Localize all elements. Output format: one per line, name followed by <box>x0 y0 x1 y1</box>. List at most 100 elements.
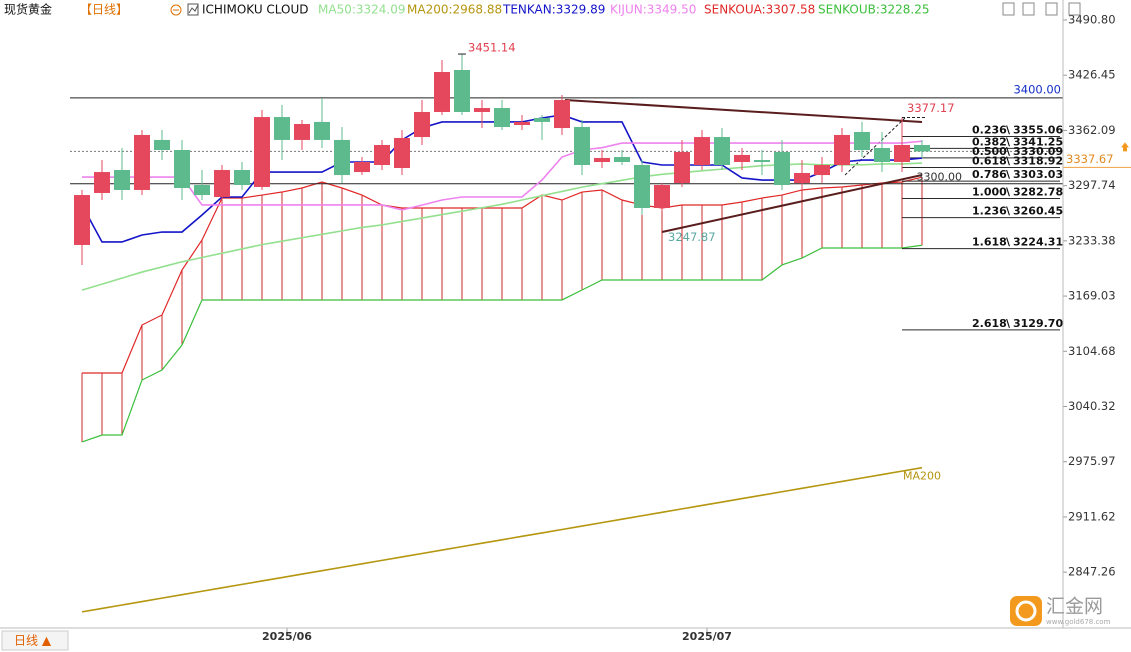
candle-body <box>134 134 150 190</box>
x-tick-label: 2025/07 <box>682 630 732 643</box>
candle-body <box>674 151 690 184</box>
y-tick-label: 3104.68 <box>1068 344 1116 358</box>
fib-level: 3224.31 <box>1013 236 1063 249</box>
y-tick-label: 3426.45 <box>1068 68 1116 82</box>
fib-separator: \ <box>1006 317 1011 330</box>
candle-body <box>594 157 610 163</box>
candle-body <box>774 151 790 185</box>
candle-body <box>234 169 250 185</box>
candle-body <box>554 99 570 129</box>
legend-entry: SENKOUA:3307.58 <box>704 3 815 17</box>
legend: MA50:3324.09 MA200:2968.88 TENKAN:3329.89 K… <box>318 3 930 17</box>
trend-line <box>661 174 923 233</box>
collapse-icon[interactable] <box>170 4 182 16</box>
candle-body <box>354 162 370 173</box>
y-tick-label: 2975.97 <box>1068 454 1116 468</box>
trend-line <box>564 99 923 123</box>
y-tick-label: 2847.26 <box>1068 565 1116 579</box>
period-label[interactable]: 【日线】 <box>80 3 128 17</box>
resistance-label: 3400.00 <box>1013 82 1061 96</box>
candle-body <box>754 160 770 163</box>
y-tick-label: 2911.62 <box>1068 509 1116 523</box>
candle-body <box>894 145 910 163</box>
legend-entry: KIJUN:3349.50 <box>610 3 696 17</box>
fib-level: 3341.25 <box>1013 135 1063 148</box>
current-price-arrow <box>1121 142 1129 152</box>
fib-separator: \ <box>1006 185 1011 198</box>
toolbar-button[interactable] <box>1068 2 1081 16</box>
candle-body <box>374 145 390 166</box>
candle-body <box>514 121 530 126</box>
y-tick-label: 3040.32 <box>1068 399 1116 413</box>
candle-body <box>454 70 470 112</box>
logo-url: www.gold678.com <box>1046 618 1111 626</box>
fib-level: 3303.03 <box>1013 168 1063 181</box>
candle-body <box>414 111 430 138</box>
recent-high-label: 3377.17 <box>907 101 955 115</box>
indicator-name: ICHIMOKU CLOUD <box>202 3 309 17</box>
fib-separator: \ <box>1006 205 1011 218</box>
indicator-icon <box>188 4 199 14</box>
current-price-label: 3337.67 <box>1066 152 1114 166</box>
candle-body <box>734 154 750 163</box>
candle-body <box>634 165 650 208</box>
candle-body <box>534 117 550 122</box>
candle-body <box>854 131 870 150</box>
fib-ratio: 0.236 <box>972 123 1007 136</box>
logo-icon <box>1010 596 1042 626</box>
fib-ratio: 0.618 <box>972 154 1007 167</box>
period-selector[interactable] <box>1 630 69 651</box>
fib-level: 3318.92 <box>1013 154 1063 167</box>
fib-ratio: 0.500 <box>972 145 1007 158</box>
candle-body <box>914 145 930 152</box>
indicator-icon[interactable] <box>187 3 199 16</box>
candle-body <box>74 195 90 245</box>
candle-body <box>314 121 330 140</box>
toolbar-button[interactable] <box>1022 2 1035 16</box>
candle-body <box>334 139 350 176</box>
logo: 汇金网 www.gold678.com <box>1010 596 1111 626</box>
fib-level: 3355.06 <box>1013 123 1063 136</box>
candle-body <box>114 169 130 190</box>
toolbar-button[interactable] <box>1045 2 1058 16</box>
x-tick-label: 2025/06 <box>262 630 312 643</box>
fib-separator: \ <box>1006 168 1011 181</box>
trend-low-label: 3247.87 <box>668 230 716 244</box>
indicator-line <box>81 466 923 613</box>
toolbar <box>1002 2 1081 16</box>
candle-body <box>574 126 590 166</box>
candle-body <box>814 165 830 176</box>
toolbar-button[interactable] <box>1002 2 1015 16</box>
candle-body <box>434 71 450 112</box>
legend-entry: SENKOUB:3228.25 <box>818 3 930 17</box>
trend-line-dashed <box>844 117 906 176</box>
fib-level: 3330.09 <box>1013 145 1063 158</box>
fib-ratio: 0.786 <box>972 168 1007 181</box>
legend-entry: MA50:3324.09 <box>318 3 406 17</box>
fib-separator: \ <box>1006 236 1011 249</box>
candle-body <box>694 137 710 166</box>
fib-level: 3282.78 <box>1013 185 1063 198</box>
fib-level: 3260.45 <box>1013 205 1063 218</box>
y-tick-label: 3362.09 <box>1068 123 1116 137</box>
fib-ratio: 1.236 <box>972 205 1007 218</box>
period-selector-label: 日线 ▲ <box>14 634 52 648</box>
fib-separator: \ <box>1006 145 1011 158</box>
candle-body <box>174 149 190 188</box>
legend-entry: TENKAN:3329.89 <box>502 3 605 17</box>
fib-separator: \ <box>1006 123 1011 136</box>
indicator-line <box>81 244 923 443</box>
fib-ratio: 0.382 <box>972 135 1007 148</box>
fib-separator: \ <box>1006 154 1011 167</box>
candle-body <box>714 137 730 166</box>
candle-body <box>874 148 890 163</box>
candle-body <box>154 139 170 150</box>
candle-body <box>474 108 490 112</box>
candle-body <box>194 184 210 196</box>
y-tick-label: 3169.03 <box>1068 289 1116 303</box>
candle-body <box>614 157 630 163</box>
fib-ratio: 2.618 <box>972 317 1007 330</box>
fib-ratio: 1.000 <box>972 185 1007 198</box>
